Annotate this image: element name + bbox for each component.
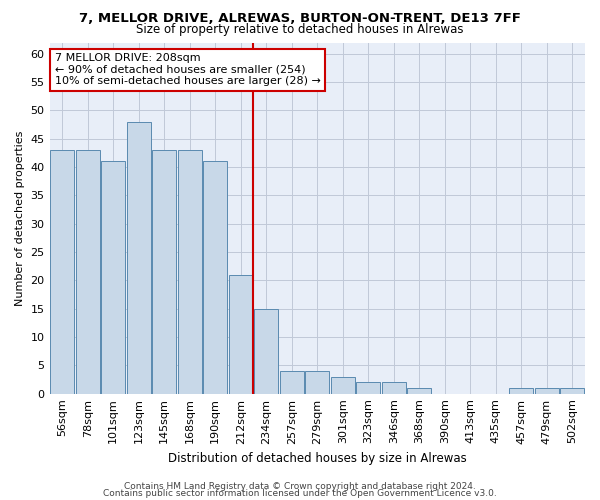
Bar — [76, 150, 100, 394]
Bar — [50, 150, 74, 394]
Bar — [560, 388, 584, 394]
X-axis label: Distribution of detached houses by size in Alrewas: Distribution of detached houses by size … — [168, 452, 467, 465]
Bar — [305, 371, 329, 394]
Y-axis label: Number of detached properties: Number of detached properties — [15, 130, 25, 306]
Bar — [152, 150, 176, 394]
Bar — [407, 388, 431, 394]
Bar — [203, 162, 227, 394]
Bar — [127, 122, 151, 394]
Text: Contains public sector information licensed under the Open Government Licence v3: Contains public sector information licen… — [103, 490, 497, 498]
Bar — [356, 382, 380, 394]
Bar — [254, 308, 278, 394]
Bar — [280, 371, 304, 394]
Bar — [331, 376, 355, 394]
Bar — [229, 274, 253, 394]
Bar — [535, 388, 559, 394]
Text: Size of property relative to detached houses in Alrewas: Size of property relative to detached ho… — [136, 22, 464, 36]
Text: 7, MELLOR DRIVE, ALREWAS, BURTON-ON-TRENT, DE13 7FF: 7, MELLOR DRIVE, ALREWAS, BURTON-ON-TREN… — [79, 12, 521, 26]
Bar — [178, 150, 202, 394]
Bar — [509, 388, 533, 394]
Text: 7 MELLOR DRIVE: 208sqm
← 90% of detached houses are smaller (254)
10% of semi-de: 7 MELLOR DRIVE: 208sqm ← 90% of detached… — [55, 53, 321, 86]
Bar — [101, 162, 125, 394]
Text: Contains HM Land Registry data © Crown copyright and database right 2024.: Contains HM Land Registry data © Crown c… — [124, 482, 476, 491]
Bar — [382, 382, 406, 394]
